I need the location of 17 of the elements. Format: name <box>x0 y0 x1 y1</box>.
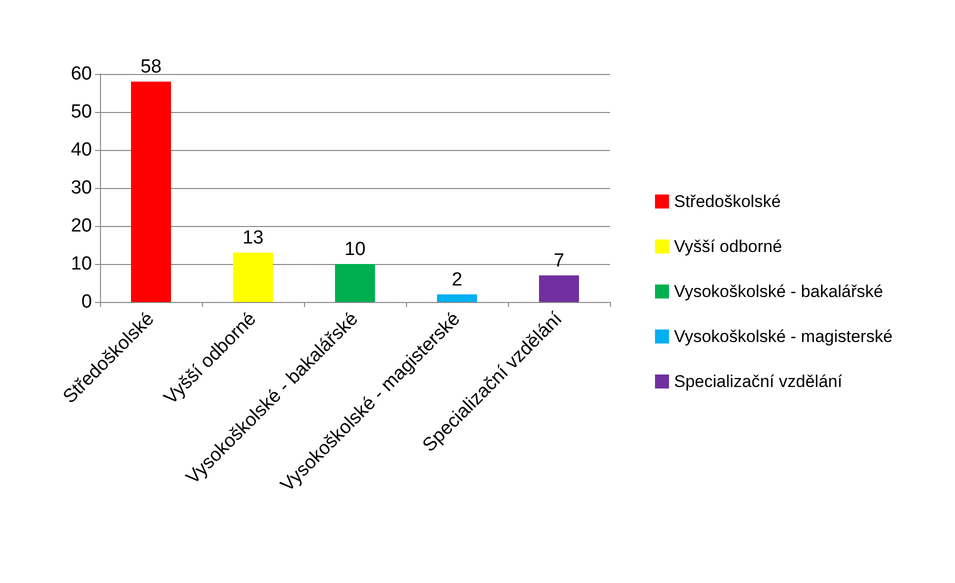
y-tick-label: 20 <box>70 216 92 236</box>
legend-label: Vyšší odborné <box>674 237 782 256</box>
data-label: 10 <box>344 239 366 260</box>
y-tick-label: 10 <box>70 254 92 274</box>
y-tick-label: 30 <box>70 178 92 198</box>
data-label: 13 <box>242 228 264 249</box>
legend-label: Vysokoškolské - magisterské <box>674 327 893 346</box>
data-label: 2 <box>452 269 462 290</box>
data-label: 7 <box>554 250 564 272</box>
y-tick-label: 60 <box>70 64 92 84</box>
y-tick-label: 40 <box>70 140 92 160</box>
y-tick-label: 50 <box>70 102 92 122</box>
legend-label: Středoškolské <box>674 192 781 211</box>
data-label: 58 <box>140 56 162 78</box>
y-tick-label: 0 <box>81 292 92 312</box>
legend-label: Specializační vzdělání <box>674 372 842 391</box>
legend-label: Vysokoškolské - bakalářské <box>674 282 884 301</box>
